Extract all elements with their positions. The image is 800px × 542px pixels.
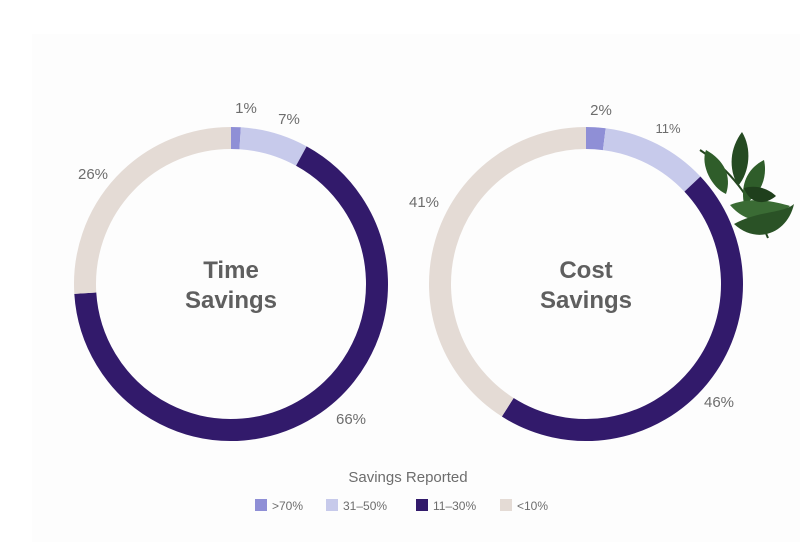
- slice-label: 46%: [704, 394, 734, 411]
- legend: >70% 31–50% 11–30% <10%: [255, 499, 548, 513]
- slice-label: 26%: [78, 166, 108, 183]
- legend-swatch: [416, 499, 428, 511]
- slice-label: 2%: [590, 102, 612, 119]
- donut-time-savings: [74, 127, 388, 441]
- legend-title: Savings Reported: [348, 469, 467, 486]
- donut-title-time-line1: Time: [203, 257, 259, 284]
- slice-label: 41%: [409, 194, 439, 211]
- slice-label: 1%: [235, 100, 257, 117]
- donut-title-cost-line1: Cost: [559, 257, 612, 284]
- legend-label: 31–50%: [343, 499, 387, 513]
- legend-swatch: [326, 499, 338, 511]
- donut-title-time-line2: Savings: [185, 287, 277, 314]
- donut-slice-4: [74, 127, 232, 294]
- legend-swatch: [500, 499, 512, 511]
- leaf-branch-icon: [699, 132, 794, 239]
- donut-slice-3: [74, 146, 388, 441]
- legend-label: <10%: [517, 499, 548, 513]
- donut-title-cost-line2: Savings: [540, 287, 632, 314]
- slice-label: 7%: [278, 111, 300, 128]
- donut-slice-1: [585, 127, 606, 151]
- legend-label: 11–30%: [433, 499, 476, 513]
- chart-panel: [32, 34, 800, 542]
- slice-label: 66%: [336, 411, 366, 428]
- donut-slice-2: [239, 127, 307, 166]
- slice-label: 11%: [655, 121, 680, 136]
- legend-label: >70%: [272, 499, 303, 513]
- legend-swatch: [255, 499, 267, 511]
- donut-slice-2: [602, 128, 701, 192]
- donut-slice-3: [501, 176, 743, 441]
- donut-slice-4: [429, 127, 587, 417]
- donut-cost-savings: [429, 127, 743, 441]
